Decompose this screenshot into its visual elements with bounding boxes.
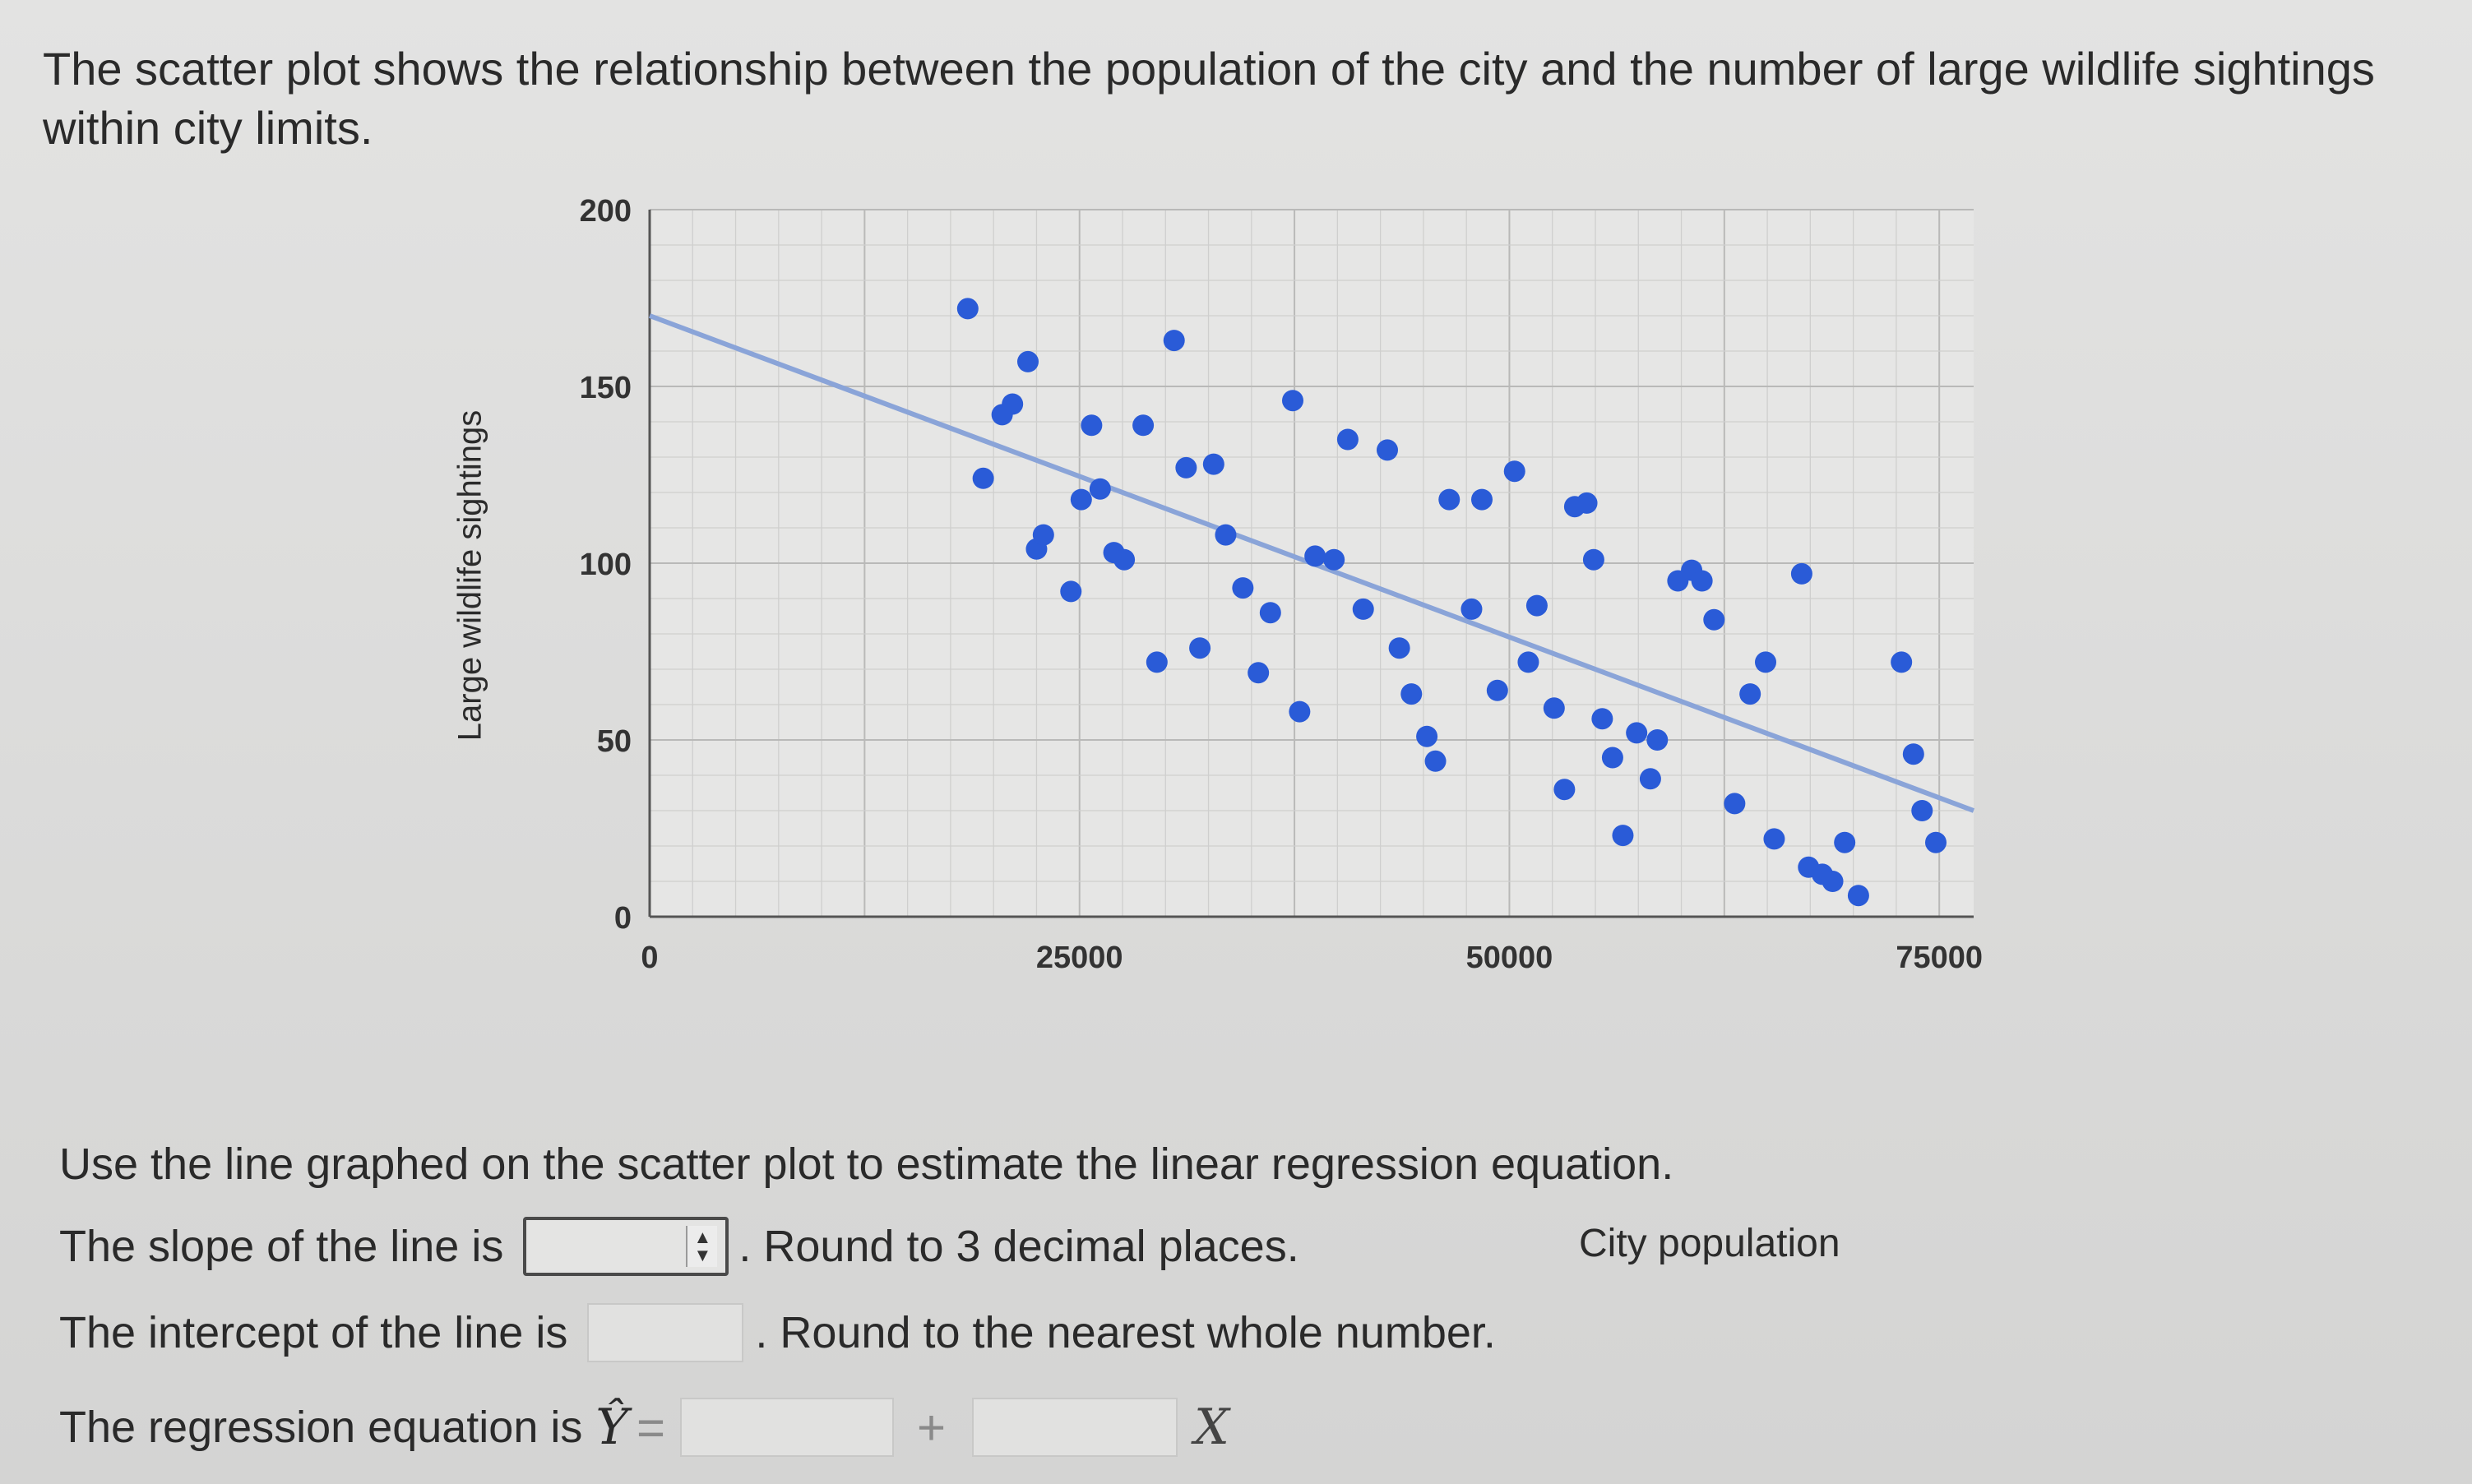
data-point [1834,831,1856,853]
data-point [1163,330,1185,352]
data-point [1646,729,1669,751]
data-point [1822,871,1844,892]
prompt-line-2: within city limits. [43,102,373,154]
data-point [1755,651,1776,673]
slope-question: The slope of the line is ▲ ▼ . Round to … [59,1217,1299,1276]
data-point [1215,524,1237,546]
slope-input[interactable]: ▲ ▼ [523,1217,729,1276]
data-point [1438,488,1461,511]
data-point [1691,570,1713,592]
data-point [1763,828,1785,850]
data-point [1070,488,1092,511]
data-point [1739,683,1761,705]
data-point [1902,743,1924,765]
intercept-prompt: The intercept of the line is [59,1308,568,1357]
data-point [1724,793,1746,815]
data-point [1189,637,1211,659]
equation-prompt: The regression equation is [59,1403,583,1452]
x-tick-label: 75000 [1896,941,1983,975]
data-point [1424,750,1447,772]
data-point [1601,747,1623,769]
data-point [1017,350,1039,372]
data-point [1400,683,1423,705]
intercept-input[interactable] [587,1303,744,1362]
data-point [1461,598,1483,620]
data-point [1289,700,1311,723]
data-point [1081,414,1103,437]
equation-slope-input[interactable] [972,1398,1178,1457]
spinner-up-icon[interactable]: ▲ [693,1227,712,1247]
data-point [1032,524,1054,546]
data-point [1582,548,1604,571]
scatter-plot-svg: 0 50 100 150 200 0 25000 50000 75000 [580,194,1983,975]
data-point [1471,488,1493,511]
data-point [1202,453,1224,475]
data-point [1790,562,1812,585]
data-point [1416,725,1438,747]
data-point [1543,697,1565,719]
x-tick-label: 25000 [1036,941,1123,975]
data-point [1089,478,1111,500]
equation-intercept-input[interactable] [680,1398,895,1457]
y-tick-label: 150 [580,371,632,405]
data-point [1002,393,1024,415]
data-point [1232,577,1254,599]
data-point [1703,608,1725,631]
plus-sign: + [917,1399,947,1455]
data-point [1388,637,1410,659]
data-point [1113,548,1136,571]
y-tick-label: 200 [580,194,632,229]
data-point [1626,722,1648,744]
data-point [972,467,994,489]
slope-prompt: The slope of the line is [59,1222,504,1271]
data-point [1304,545,1326,567]
data-point [1259,602,1281,624]
data-point [1612,825,1634,847]
data-point [1639,768,1661,790]
data-point [1525,594,1548,617]
data-point [1352,598,1374,620]
data-point [1486,679,1508,701]
x-tick-label: 0 [641,941,658,975]
spinner-down-icon[interactable]: ▼ [693,1245,712,1265]
data-point [1553,779,1576,801]
y-hat-symbol: Ŷ [595,1398,628,1456]
x-variable: X [1194,1398,1229,1456]
y-tick-label: 100 [580,548,632,582]
scatter-chart: Large wildlife sightings 0 50 100 150 200 0 25… [444,181,2089,1265]
instructions-text: Use the line graphed on the scatter plot… [59,1140,1674,1189]
data-point [1336,428,1359,451]
data-point [1517,651,1539,673]
data-point [1323,548,1345,571]
data-point [1377,439,1398,461]
prompt-line-1: The scatter plot shows the relationship … [43,43,2375,95]
slope-round-hint: . Round to 3 decimal places. [738,1222,1299,1271]
equation-question: The regression equation is Ŷ = + X [59,1398,1229,1457]
instructions-line: Use the line graphed on the scatter plot… [59,1139,1673,1190]
question-prompt: The scatter plot shows the relationship … [43,39,2444,158]
data-point [1503,460,1525,483]
data-point [1282,390,1303,412]
data-point [1248,662,1270,684]
data-point [1146,651,1168,673]
data-point [956,298,979,320]
data-point [1060,580,1082,603]
y-tick-label: 50 [597,724,632,759]
data-point [1925,831,1947,853]
intercept-question: The intercept of the line is . Round to … [59,1303,1496,1362]
x-tick-label: 50000 [1466,941,1553,975]
y-tick-label: 0 [614,901,632,936]
data-point [1891,651,1913,673]
data-point [1847,885,1869,907]
equals-sign: = [636,1399,666,1455]
x-axis-label: City population [1579,1222,1840,1265]
data-point [1591,708,1613,730]
intercept-round-hint: . Round to the nearest whole number. [755,1308,1496,1357]
spinner-icon[interactable]: ▲ ▼ [686,1226,718,1267]
data-point [1576,492,1598,514]
data-point [1911,800,1933,821]
data-point [1132,414,1155,437]
data-point [1175,456,1197,478]
